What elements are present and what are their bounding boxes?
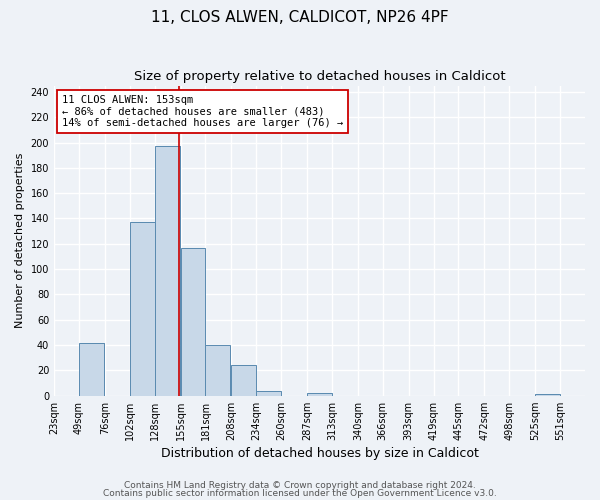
Text: Contains HM Land Registry data © Crown copyright and database right 2024.: Contains HM Land Registry data © Crown c… — [124, 481, 476, 490]
Bar — [307, 393, 332, 396]
Bar — [130, 222, 155, 396]
Bar — [181, 248, 205, 396]
Bar — [79, 342, 104, 396]
Bar — [155, 146, 179, 396]
Bar — [256, 390, 281, 396]
Bar — [205, 345, 230, 396]
Text: 11, CLOS ALWEN, CALDICOT, NP26 4PF: 11, CLOS ALWEN, CALDICOT, NP26 4PF — [151, 10, 449, 25]
Bar — [79, 342, 104, 396]
Bar — [256, 390, 281, 396]
Text: 11 CLOS ALWEN: 153sqm
← 86% of detached houses are smaller (483)
14% of semi-det: 11 CLOS ALWEN: 153sqm ← 86% of detached … — [62, 95, 343, 128]
Text: Contains public sector information licensed under the Open Government Licence v3: Contains public sector information licen… — [103, 488, 497, 498]
Bar — [535, 394, 560, 396]
Bar — [307, 393, 332, 396]
Bar — [181, 248, 205, 396]
Bar — [232, 366, 256, 396]
Title: Size of property relative to detached houses in Caldicot: Size of property relative to detached ho… — [134, 70, 505, 83]
Bar — [205, 345, 230, 396]
Bar — [130, 222, 155, 396]
Bar — [535, 394, 560, 396]
Bar — [232, 366, 256, 396]
X-axis label: Distribution of detached houses by size in Caldicot: Distribution of detached houses by size … — [161, 447, 478, 460]
Bar — [155, 146, 179, 396]
Y-axis label: Number of detached properties: Number of detached properties — [15, 153, 25, 328]
